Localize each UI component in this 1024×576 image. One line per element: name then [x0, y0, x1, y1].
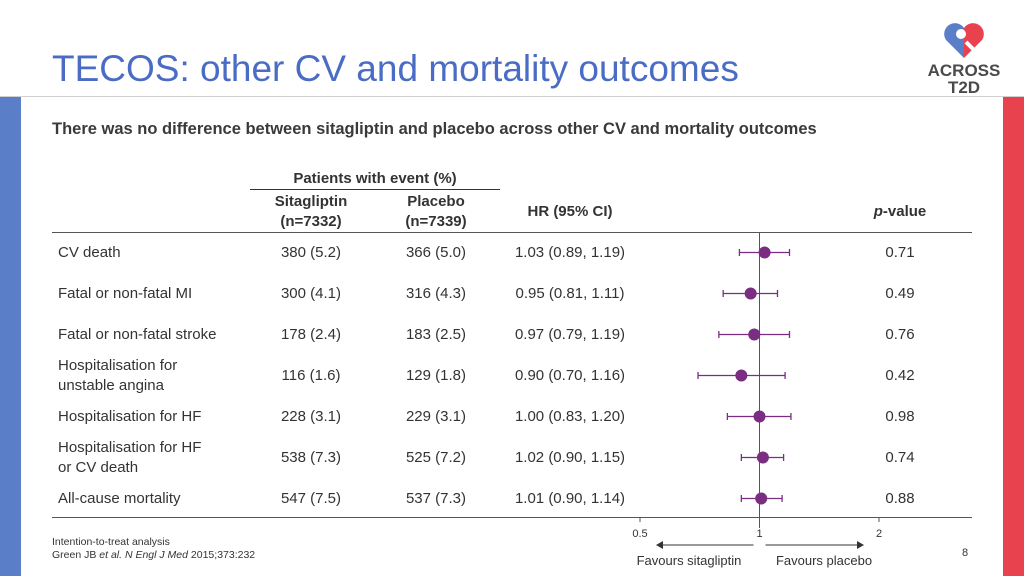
p-value-cell: 0.49 [885, 284, 915, 302]
logo-text-line1: ACROSS [927, 61, 1001, 80]
col-header-placebo-n: (n=7339) [405, 213, 467, 230]
sitagliptin-cell: 380 (5.2) [280, 243, 342, 261]
outcome-label: unstable angina [58, 376, 164, 394]
outcome-label: Fatal or non-fatal MI [58, 284, 193, 302]
placebo-cell: 366 (5.0) [405, 243, 467, 261]
favours-sitagliptin-label: Favours sitagliptin [637, 553, 742, 568]
group-header: Patients with event (%) [293, 170, 457, 187]
placebo-cell: 316 (4.3) [405, 284, 467, 302]
hr-point [735, 369, 748, 382]
outcome-label: Hospitalisation for [58, 356, 178, 374]
hr-point [756, 451, 769, 464]
p-value-cell: 0.42 [885, 366, 915, 384]
p-value-cell: 0.98 [885, 407, 915, 425]
col-header-sitagliptin-n: (n=7332) [280, 213, 342, 230]
outcome-label: or CV death [58, 458, 139, 476]
sitagliptin-cell: 116 (1.6) [281, 366, 341, 384]
outcome-label: CV death [58, 243, 121, 261]
ref-author: Green JB [52, 549, 100, 561]
col-header-hr: HR (95% CI) [527, 203, 613, 220]
sitagliptin-cell: 300 (4.1) [280, 284, 342, 302]
favours-placebo-label: Favours placebo [776, 553, 872, 568]
outcome-label: Hospitalisation for HF [58, 438, 202, 456]
ref-citation: 2015;373:232 [188, 549, 256, 561]
sitagliptin-cell: 547 (7.5) [280, 489, 342, 507]
hr-point [755, 492, 768, 505]
hr-ci-cell: 1.01 (0.90, 1.14) [514, 489, 626, 507]
hr-point [758, 246, 771, 259]
sitagliptin-cell: 178 (2.4) [280, 325, 342, 343]
table-bottom-rule [52, 517, 972, 518]
col-header-pvalue: p-value [840, 202, 960, 222]
footnote-itt: Intention-to-treat analysis [52, 536, 170, 548]
sitagliptin-cell: 228 (3.1) [280, 407, 342, 425]
p-value-cell: 0.74 [885, 448, 915, 466]
hr-point [753, 410, 766, 423]
p-value-cell: 0.76 [885, 325, 915, 343]
p-value-cell: 0.88 [885, 489, 915, 507]
across-t2d-logo: ACROSS T2D [920, 12, 1008, 96]
placebo-cell: 537 (7.3) [405, 489, 467, 507]
hr-ci-cell: 0.95 (0.81, 1.11) [515, 284, 625, 302]
footnote-reference: Green JB et al. N Engl J Med 2015;373:23… [52, 549, 255, 561]
hr-ci-cell: 1.03 (0.89, 1.19) [514, 243, 626, 261]
arrow-left-head-icon [656, 541, 663, 549]
logo-text-line2: T2D [947, 78, 981, 97]
right-accent-bar [1003, 97, 1024, 576]
page-number: 8 [962, 547, 969, 559]
slide-subtitle: There was no difference between sitaglip… [52, 120, 817, 138]
arrow-right-head-icon [857, 541, 864, 549]
left-accent-bar [0, 97, 21, 576]
group-header-rule [250, 189, 500, 190]
sitagliptin-cell: 538 (7.3) [280, 448, 342, 466]
slide-title: TECOS: other CV and mortality outcomes [52, 48, 739, 89]
x-tick-label: 2 [876, 528, 882, 540]
ref-journal: et al. N Engl J Med [99, 549, 188, 561]
hr-point [748, 328, 761, 341]
p-rest: -value [882, 203, 927, 220]
x-tick-label: 0.5 [632, 528, 647, 540]
placebo-cell: 229 (3.1) [405, 407, 467, 425]
x-tick-label: 1 [756, 528, 762, 540]
placebo-cell: 129 (1.8) [405, 366, 467, 384]
outcome-label: Hospitalisation for HF [58, 407, 202, 425]
col-header-sitagliptin: Sitagliptin [274, 193, 348, 210]
title-divider [0, 96, 1024, 97]
placebo-cell: 183 (2.5) [405, 325, 467, 343]
hr-ci-cell: 1.00 (0.83, 1.20) [514, 407, 626, 425]
hr-ci-cell: 1.02 (0.90, 1.15) [514, 448, 626, 466]
p-value-cell: 0.71 [885, 243, 915, 261]
col-header-placebo: Placebo [407, 193, 465, 210]
p-italic: p [873, 203, 883, 220]
outcome-label: Fatal or non-fatal stroke [58, 325, 217, 343]
placebo-cell: 525 (7.2) [405, 448, 467, 466]
logo-heart-icon [944, 23, 984, 58]
outcome-label: All-cause mortality [58, 489, 181, 507]
hr-ci-cell: 0.97 (0.79, 1.19) [514, 325, 626, 343]
header-bottom-rule [52, 232, 972, 233]
hr-ci-cell: 0.90 (0.70, 1.16) [514, 366, 626, 384]
hr-point [744, 287, 757, 300]
